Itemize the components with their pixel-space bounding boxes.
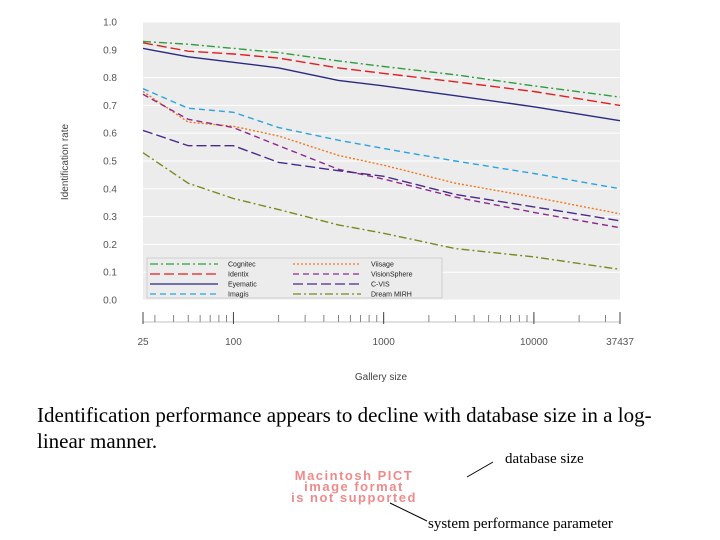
legend-label: Eyematic <box>228 282 257 289</box>
series-line-visionsphere <box>142 93 621 229</box>
y-tick-labels: 0.0 0.1 0.2 0.3 0.4 0.5 0.6 0.7 0.8 0.9 1.0 <box>103 18 117 307</box>
database-size-annotation: database size <box>505 451 584 467</box>
placeholder-line-3: is not supported <box>291 490 417 505</box>
y-tick-label: 0.3 <box>103 212 117 223</box>
placeholder-line-1: Macintosh PICT <box>294 468 414 483</box>
y-tick-label: 0.6 <box>103 129 117 140</box>
y-tick-label: 0.9 <box>103 45 117 56</box>
system-parameter-annotation: system performance parameter <box>428 516 613 532</box>
y-tick-label: 0.7 <box>103 101 117 112</box>
caption-text: Identification performance appears to de… <box>37 403 652 453</box>
series-lines <box>142 40 621 271</box>
y-tick-label: 0.2 <box>103 240 117 251</box>
legend-label: Identix <box>228 272 249 279</box>
legend-label: Viisage <box>371 262 394 269</box>
series-line-viisage <box>142 90 621 215</box>
placeholder-line-2: image format <box>304 479 404 494</box>
x-tick-label: 1000 <box>373 337 396 348</box>
unsupported-image-placeholder: Macintosh PICT image format is not suppo… <box>241 468 467 505</box>
y-axis-label: Identification rate <box>60 123 71 200</box>
database-size-pointer <box>466 461 494 478</box>
y-tick-label: 0.0 <box>103 296 117 307</box>
series-line-cognitec <box>142 40 621 98</box>
legend-label: Dream MIRH <box>371 292 412 299</box>
legend: Cognitec Identix Eyematic Imagis Viisage Visi… <box>146 257 443 299</box>
legend-label: VisionSphere <box>371 272 413 279</box>
x-tick-label: 10000 <box>520 337 548 348</box>
series-line-c-vis <box>142 129 621 222</box>
series-line-identix <box>142 42 621 107</box>
x-axis-label: Gallery size <box>355 372 408 383</box>
x-tick-label: 100 <box>225 337 242 348</box>
identification-rate-chart: 0.0 0.1 0.2 0.3 0.4 0.5 0.6 0.7 0.8 0.9 1.0 25 100 1… <box>60 18 634 384</box>
legend-label: Cognitec <box>228 262 256 269</box>
y-tick-label: 0.1 <box>103 268 117 279</box>
series-line-eyematic <box>142 47 621 122</box>
series-line-imagis <box>142 88 621 190</box>
y-tick-label: 0.4 <box>103 184 117 195</box>
legend-box <box>146 257 443 299</box>
x-tick-label: 37437 <box>606 337 634 348</box>
y-tick-label: 1.0 <box>103 18 117 29</box>
x-axis-ticks: 25 100 1000 10000 37437 <box>137 312 634 348</box>
y-tick-label: 0.8 <box>103 73 117 84</box>
y-tick-label: 0.5 <box>103 157 117 168</box>
legend-label: Imagis <box>228 292 249 299</box>
series-line-dream-mirh <box>142 152 621 271</box>
legend-label: C-VIS <box>371 282 390 289</box>
system-parameter-pointer <box>389 502 428 522</box>
x-tick-label: 25 <box>137 337 149 348</box>
